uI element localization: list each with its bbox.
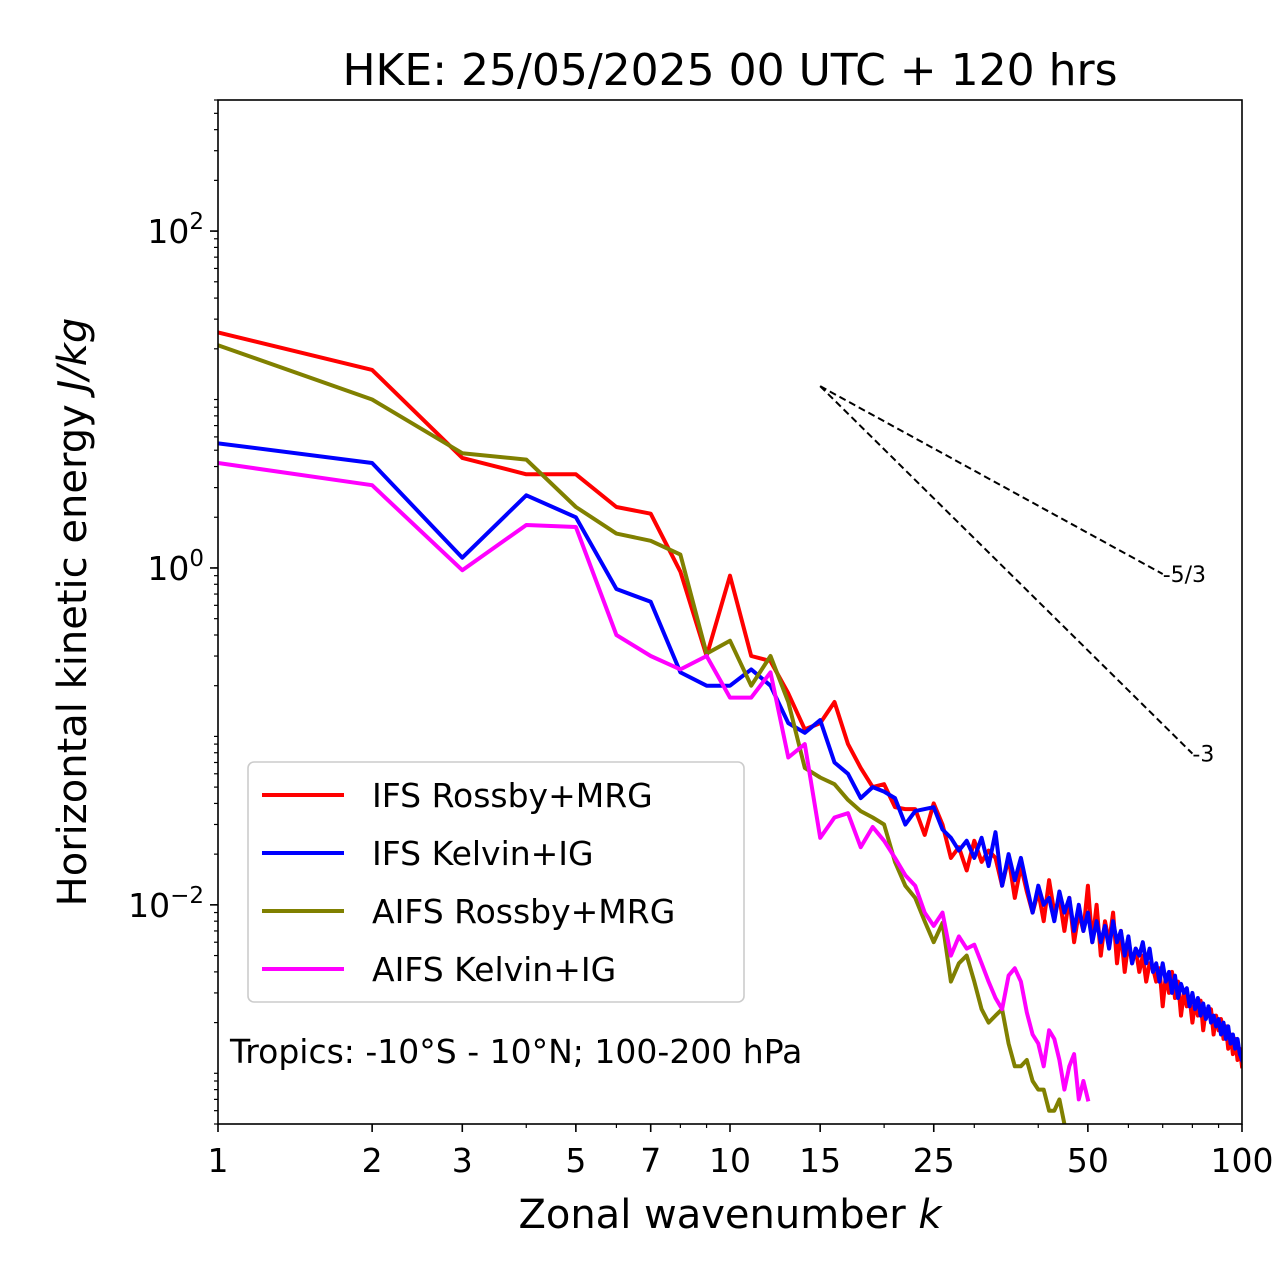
x-tick-label: 25: [913, 1141, 955, 1180]
y-tick-label: 102: [147, 209, 204, 251]
x-tick-label: 15: [799, 1141, 841, 1180]
x-tick-label: 10: [709, 1141, 751, 1180]
x-tick-label: 3: [452, 1141, 473, 1180]
y-axis-label: Horizontal kinetic energy J/kg: [50, 318, 96, 907]
y-tick-label: 100: [147, 546, 204, 588]
y-axis-label-text: Horizontal kinetic energy: [50, 404, 96, 906]
x-tick-label: 100: [1211, 1141, 1274, 1180]
reference-slope-line-2: [819, 385, 1194, 755]
reference-slopes: -5/3 -3: [819, 385, 1214, 768]
plot-frame: [217, 99, 1243, 1125]
x-axis-label-var: k: [918, 1192, 943, 1238]
x-tick-label: 50: [1067, 1141, 1109, 1180]
plot-area: 1 2 3 5 7 10 15 25 50 100 10−2 100 102 -5/3 -3: [128, 99, 1274, 1180]
x-tick-label: 1: [208, 1141, 229, 1180]
x-tick-label: 7: [640, 1141, 661, 1180]
axis-ticks: 1 2 3 5 7 10 15 25 50 100 10−2 100 102: [128, 99, 1274, 1180]
legend-label-1: IFS Rossby+MRG: [372, 776, 653, 815]
series-line-2: [218, 441, 1242, 1063]
x-axis-label: Zonal wavenumber k: [518, 1192, 943, 1238]
series-lines: [218, 330, 1242, 1124]
x-axis-label-text: Zonal wavenumber: [518, 1192, 906, 1238]
legend-label-2: IFS Kelvin+IG: [372, 834, 594, 873]
legend-entries: IFS Rossby+MRG IFS Kelvin+IG AIFS Rossby+M…: [262, 776, 675, 989]
reference-slope-line-1: [819, 385, 1164, 575]
reference-slope-label-2: -3: [1192, 743, 1214, 768]
legend-box: [247, 761, 745, 1003]
reference-slope-label-1: -5/3: [1163, 563, 1206, 588]
x-tick-label: 5: [565, 1141, 586, 1180]
series-line-3: [218, 343, 1067, 1124]
y-axis-label-units: J/kg: [50, 318, 96, 399]
chart-title: HKE: 25/05/2025 00 UTC + 120 hrs: [342, 45, 1117, 96]
legend-label-3: AIFS Rossby+MRG: [372, 892, 675, 931]
region-annotation: Tropics: -10°S - 10°N; 100-200 hPa: [229, 1032, 802, 1071]
legend: IFS Rossby+MRG IFS Kelvin+IG AIFS Rossby+M…: [247, 761, 745, 1003]
legend-label-4: AIFS Kelvin+IG: [372, 950, 616, 989]
x-tick-label: 2: [362, 1141, 383, 1180]
y-tick-label: 10−2: [128, 883, 204, 925]
series-line-4: [218, 460, 1091, 1102]
